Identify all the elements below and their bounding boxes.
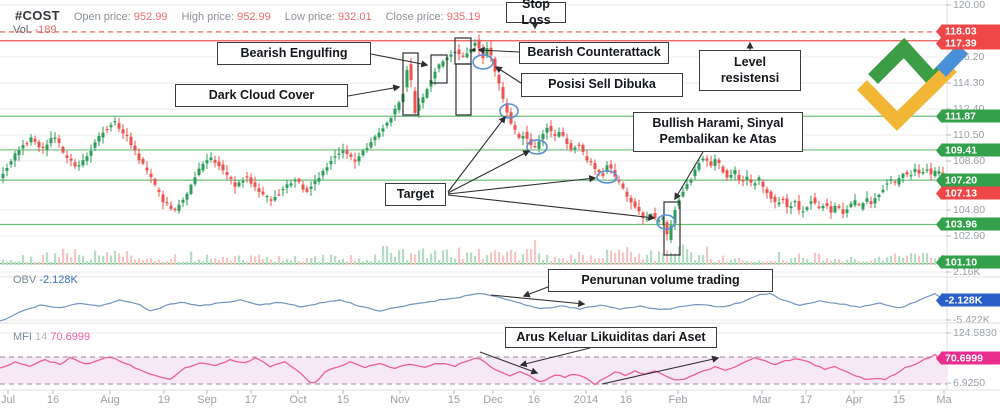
annotation-stop-loss: Stop Loss (506, 0, 566, 27)
annotation-dark-cloud-cover: Dark Cloud Cover (175, 84, 348, 107)
annotation-target: Target (385, 183, 446, 206)
price-axis-label: 110.50 (953, 129, 985, 141)
time-axis-label: 15 (447, 394, 461, 406)
time-axis-label: Ma (936, 394, 952, 406)
time-axis[interactable]: Jul 16 Aug 19 Sep 17 Oct 15 Nov 15 Dec 16 2014 16 Feb M… (0, 394, 1000, 410)
price-axis-label: 2.16K (953, 266, 981, 278)
symbol-header: #COST Open price: 952.99 High price: 952… (15, 8, 480, 23)
obv-indicator-label: OBV -2.128K (13, 274, 78, 286)
time-axis-label: 16 (527, 394, 541, 406)
time-axis-label: 17 (799, 394, 813, 406)
price-axis-label: 114.30 (953, 77, 985, 89)
price-axis-label: 108.60 (953, 155, 986, 167)
annotation-bearish-counterattack: Bearish Counterattack (519, 42, 669, 64)
time-axis-label: Apr (845, 394, 863, 406)
open-price: Open price: 952.99 (73, 11, 168, 23)
time-axis-label: 15 (336, 394, 350, 406)
time-axis-label: Aug (100, 394, 120, 406)
price-axis-label: 104.80 (953, 204, 986, 216)
annotation-posisi-sell-dibuka: Posisi Sell Dibuka (521, 73, 683, 97)
high-price: High price: 952.99 (181, 11, 271, 23)
mfi-indicator-label: MFI 14 70.6999 (13, 331, 91, 343)
price-axis-label: -5.422K (953, 314, 990, 326)
annotation-arus-keluar: Arus Keluar Likuiditas dari Aset (505, 327, 717, 348)
volume-readout: Vol. -189 (13, 24, 57, 36)
time-axis-label: 16 (619, 394, 633, 406)
annotation-level-resistensi: Level resistensi (699, 50, 801, 91)
time-axis-label: Feb (668, 394, 688, 406)
time-axis-label: 16 (46, 394, 60, 406)
low-price: Low price: 932.01 (284, 11, 372, 23)
time-axis-label: 2014 (573, 394, 599, 406)
time-axis-label: Mar (752, 394, 772, 406)
price-axis-label: 102.90 (953, 230, 986, 242)
price-axis-label: 124.5830 (953, 327, 997, 339)
time-axis-label: 19 (157, 394, 171, 406)
time-axis-label: 15 (892, 394, 906, 406)
price-axis-label: 120.00 (953, 0, 986, 11)
time-axis-label: Nov (390, 394, 410, 406)
time-axis-label: 17 (244, 394, 258, 406)
annotation-bearish-engulfing: Bearish Engulfing (217, 42, 371, 65)
time-axis-label: Jul (0, 394, 16, 406)
annotation-penurunan-volume: Penurunan volume trading (548, 269, 773, 292)
close-price: Close price: 935.19 (385, 11, 481, 23)
price-axis-label: 112.40 (953, 103, 985, 115)
time-axis-label: Sep (197, 394, 217, 406)
price-axis-label: 6.9250 (953, 377, 986, 389)
price-axis-label: 116.20 (953, 51, 985, 63)
annotation-bullish-harami: Bullish Harami, Sinyal Pembalikan ke Ata… (633, 112, 803, 152)
time-axis-label: Oct (289, 394, 307, 406)
time-axis-label: Dec (483, 394, 503, 406)
symbol-name: #COST (15, 8, 60, 23)
